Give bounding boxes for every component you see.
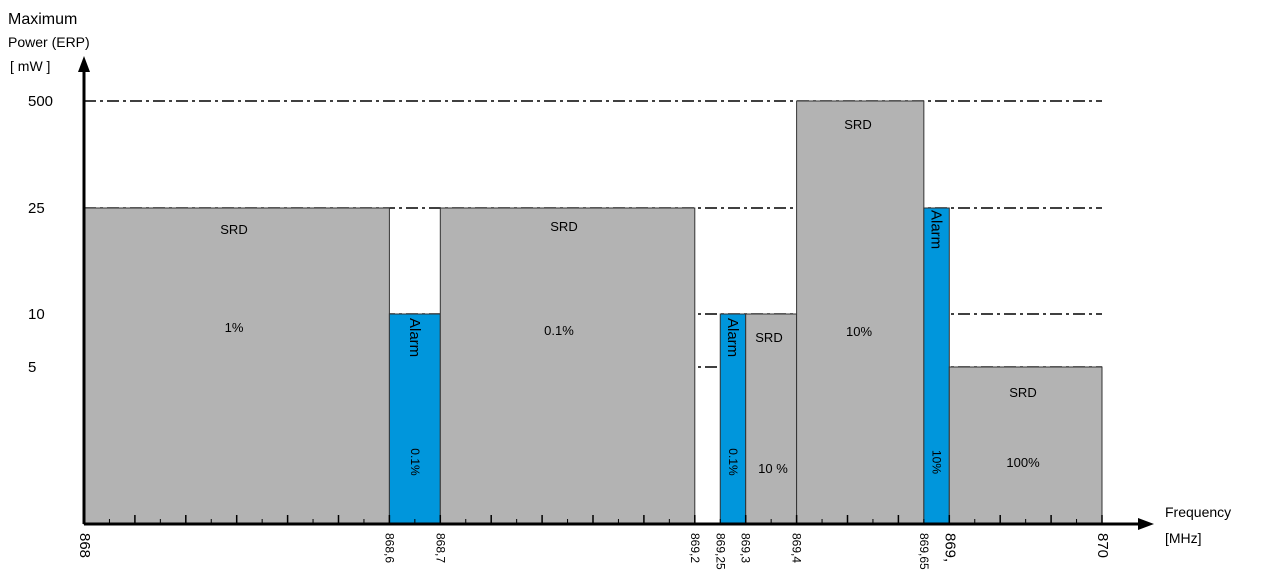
x-axis-label-2: [MHz]: [1165, 530, 1202, 546]
y-tick-label: 25: [28, 200, 45, 217]
alarm-band-bar: [388, 313, 441, 525]
band-duty-label: 0.1%: [544, 323, 574, 338]
srd-band-bar: [948, 366, 1103, 525]
srd-band-bar: [83, 207, 390, 525]
x-tick-label: 868,7: [433, 533, 447, 563]
band-duty-label: 0.1%: [726, 448, 740, 476]
y-axis-label-1: Maximum: [8, 11, 77, 28]
alarm-band-bar: [923, 207, 950, 525]
y-axis-label-3: [ mW ]: [10, 58, 50, 74]
band-name-label: Alarm: [724, 318, 741, 357]
y-tick-label: 500: [28, 93, 53, 110]
band-name-label: SRD: [844, 117, 871, 132]
x-tick-label: 868: [76, 533, 93, 558]
band-name-label: SRD: [755, 330, 782, 345]
band-name-label: Alarm: [928, 210, 945, 249]
x-tick-label: 868,6: [382, 533, 396, 563]
x-tick-label: 869,: [941, 533, 958, 562]
y-axis-label-2: Power (ERP): [8, 34, 90, 50]
band-name-label: SRD: [1009, 385, 1036, 400]
band-name-label: Alarm: [406, 318, 423, 357]
y-tick-label: 10: [28, 306, 45, 323]
x-axis-arrow: [1138, 518, 1154, 530]
band-name-label: SRD: [220, 222, 247, 237]
x-tick-label: 870: [1094, 533, 1111, 558]
srd-band-bar: [745, 313, 798, 525]
x-tick-label: 869,2: [688, 533, 702, 563]
srd-band-bar: [796, 100, 925, 525]
band-duty-label: 100%: [1006, 455, 1040, 470]
band-duty-label: 10%: [846, 324, 872, 339]
band-name-label: SRD: [550, 219, 577, 234]
srd-band-bar: [439, 207, 696, 525]
band-duty-label: 10 %: [758, 461, 788, 476]
x-tick-label: 869,4: [790, 533, 804, 563]
x-axis-label-1: Frequency: [1165, 504, 1231, 520]
band-duty-label: 10%: [930, 450, 944, 474]
y-tick-label: 5: [28, 359, 36, 376]
x-tick-label: 869,65: [917, 533, 931, 570]
x-tick-label: 869,25: [713, 533, 727, 570]
band-duty-label: 1%: [225, 320, 244, 335]
y-axis-arrow: [78, 56, 90, 72]
x-tick-label: 869,3: [739, 533, 753, 563]
band-duty-label: 0.1%: [408, 448, 422, 476]
